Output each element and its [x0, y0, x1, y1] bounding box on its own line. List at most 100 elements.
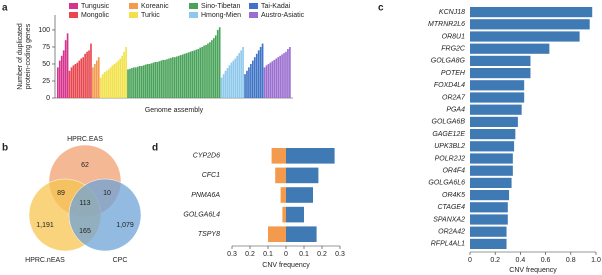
category-label: OR2A7: [442, 94, 466, 101]
bar: [285, 51, 287, 98]
bar: [66, 33, 69, 98]
bar: [259, 46, 262, 98]
bar: [125, 46, 127, 98]
bar: [275, 58, 278, 98]
bar: [214, 35, 217, 98]
bar: [107, 69, 110, 98]
bar: [261, 43, 264, 98]
bar: [136, 66, 139, 98]
bar: [470, 43, 550, 54]
panel-letter: b: [2, 143, 8, 154]
bar: [275, 167, 286, 184]
bar: [170, 57, 172, 98]
bar: [470, 226, 507, 237]
category-label: SPANXA2: [433, 216, 465, 223]
x-axis-label: CNV frequency: [509, 267, 557, 274]
category-label: KCNJ18: [439, 9, 465, 16]
legend-swatch: [189, 12, 198, 18]
category-label: POLR2J2: [435, 155, 465, 162]
bar: [232, 60, 235, 98]
bar: [150, 63, 153, 98]
x-tick-label: 0.3: [335, 251, 345, 258]
bar: [97, 57, 100, 98]
legend-swatch: [69, 12, 78, 18]
bar: [470, 238, 507, 249]
bar: [252, 60, 254, 98]
bar: [140, 66, 143, 98]
category-label: OR4K5: [442, 192, 465, 199]
legend-label: Koreanic: [141, 3, 169, 10]
bar: [263, 67, 266, 98]
bar: [86, 51, 88, 98]
bar: [287, 49, 289, 98]
bar: [267, 63, 270, 98]
category-label: MTRNR2L6: [428, 21, 465, 28]
bar: [242, 46, 244, 98]
bar: [121, 55, 124, 98]
bar: [94, 63, 96, 98]
x-tick-label: 1.0: [591, 257, 601, 264]
category-label: UPK3BL2: [434, 143, 465, 150]
bar: [218, 27, 221, 98]
bar: [209, 42, 211, 98]
bar: [470, 104, 522, 115]
bar: [162, 59, 164, 98]
legend-swatch: [69, 3, 78, 9]
bar: [207, 43, 209, 98]
category-label: GAGE12E: [432, 131, 465, 138]
bar: [156, 61, 159, 98]
bar: [283, 53, 285, 98]
y-tick-label: 0: [46, 95, 50, 102]
bar: [280, 187, 286, 203]
bar: [185, 53, 188, 98]
bar: [148, 63, 151, 98]
bar: [286, 187, 313, 203]
bar: [213, 38, 215, 98]
x-tick-label: 0.1: [263, 251, 273, 258]
bar: [265, 65, 268, 98]
x-tick-label: 0.8: [566, 257, 576, 264]
bar: [191, 51, 194, 98]
bar: [470, 190, 510, 201]
x-axis-label: Genome assembly: [145, 107, 204, 114]
x-tick-label: 0.4: [516, 257, 526, 264]
bar: [470, 202, 508, 213]
bar: [189, 51, 192, 98]
bar: [164, 59, 166, 98]
category-label: PNMA6A: [191, 192, 220, 199]
bar: [470, 153, 513, 164]
bar: [220, 77, 223, 98]
category-label: RFPL4AL1: [431, 241, 465, 248]
bar: [58, 60, 61, 98]
bar: [57, 67, 59, 98]
bar: [277, 57, 280, 98]
bar: [99, 77, 102, 98]
bar: [109, 67, 112, 98]
bar: [113, 63, 116, 98]
bar: [111, 65, 114, 98]
legend-swatch: [189, 3, 198, 9]
bar: [142, 65, 145, 98]
bar: [253, 57, 256, 98]
bar: [84, 53, 86, 98]
legend-label: Hmong-Mien: [201, 12, 241, 19]
legend-label: Tai-Kadai: [261, 3, 291, 10]
bar: [119, 58, 122, 98]
bar: [470, 19, 590, 30]
x-tick-label: 0.2: [317, 251, 327, 258]
category-label: GOLGA8G: [431, 58, 466, 65]
bar: [470, 92, 525, 103]
bar: [281, 54, 283, 98]
bar: [117, 60, 120, 98]
bar: [76, 62, 79, 98]
bar: [238, 53, 241, 98]
region-count: 113: [79, 200, 90, 207]
legend-label: Turkic: [141, 12, 160, 19]
bar: [244, 74, 246, 98]
bar: [90, 43, 92, 98]
x-tick-label: 0.2: [245, 251, 255, 258]
panel-letter: d: [152, 143, 158, 154]
bar: [470, 55, 531, 66]
bar: [197, 49, 200, 98]
panel-letter: a: [2, 3, 8, 14]
